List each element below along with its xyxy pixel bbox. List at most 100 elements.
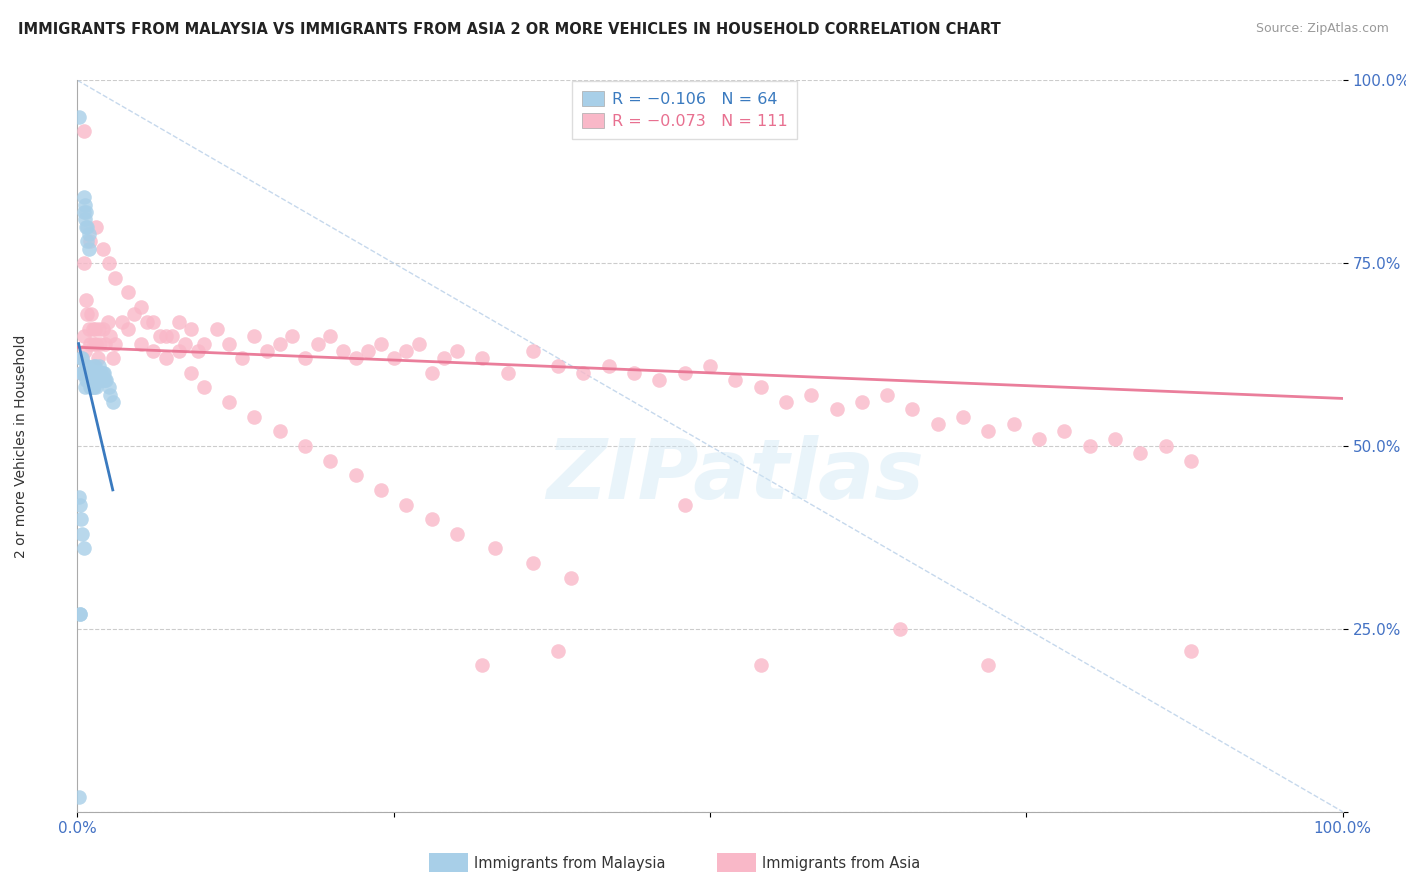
- Point: [319, 453, 342, 467]
- Point: [98, 329, 121, 343]
- Point: [420, 512, 443, 526]
- Point: [1129, 446, 1152, 460]
- Point: [86, 366, 108, 380]
- Point: [87, 366, 110, 380]
- Point: [218, 336, 240, 351]
- Point: [180, 322, 202, 336]
- Point: [117, 322, 139, 336]
- Point: [82, 380, 104, 394]
- Point: [79, 373, 101, 387]
- Point: [598, 359, 620, 373]
- Point: [79, 336, 101, 351]
- Point: [269, 336, 291, 351]
- Point: [104, 270, 127, 285]
- Point: [124, 307, 146, 321]
- Point: [484, 541, 506, 556]
- Point: [952, 409, 974, 424]
- Point: [73, 541, 96, 556]
- Point: [76, 234, 98, 248]
- Point: [73, 329, 96, 343]
- Point: [101, 395, 124, 409]
- Point: [186, 343, 209, 358]
- Point: [218, 395, 240, 409]
- Point: [1180, 644, 1202, 658]
- Point: [408, 336, 430, 351]
- Point: [80, 366, 103, 380]
- Point: [67, 490, 90, 504]
- Point: [86, 219, 108, 234]
- Point: [876, 388, 898, 402]
- Point: [1053, 425, 1076, 439]
- Point: [82, 322, 104, 336]
- Point: [155, 351, 177, 366]
- Point: [142, 343, 165, 358]
- Point: [101, 351, 124, 366]
- Point: [699, 359, 721, 373]
- Point: [70, 512, 93, 526]
- Point: [332, 343, 354, 358]
- Point: [446, 526, 468, 541]
- Point: [162, 329, 183, 343]
- Point: [344, 351, 367, 366]
- Point: [648, 373, 671, 387]
- Point: [775, 395, 797, 409]
- Point: [94, 336, 117, 351]
- Point: [1104, 432, 1126, 446]
- Point: [977, 425, 1000, 439]
- Point: [76, 359, 98, 373]
- Point: [94, 373, 117, 387]
- Point: [73, 212, 96, 227]
- Point: [307, 336, 329, 351]
- Point: [73, 190, 96, 204]
- Point: [433, 351, 456, 366]
- Point: [73, 197, 96, 211]
- Point: [98, 380, 120, 394]
- Point: [84, 366, 107, 380]
- Point: [82, 366, 104, 380]
- Point: [623, 366, 645, 380]
- Point: [155, 329, 177, 343]
- Point: [294, 351, 316, 366]
- Point: [75, 359, 97, 373]
- Point: [86, 373, 108, 387]
- Point: [84, 359, 107, 373]
- Point: [91, 322, 114, 336]
- Point: [673, 366, 696, 380]
- Text: 2 or more Vehicles in Household: 2 or more Vehicles in Household: [14, 334, 28, 558]
- Text: Source: ZipAtlas.com: Source: ZipAtlas.com: [1256, 22, 1389, 36]
- Point: [851, 395, 873, 409]
- Point: [83, 359, 105, 373]
- Point: [180, 366, 202, 380]
- Point: [69, 607, 91, 622]
- Point: [496, 366, 519, 380]
- Point: [395, 498, 418, 512]
- Point: [269, 425, 291, 439]
- Point: [87, 322, 110, 336]
- Point: [82, 373, 104, 387]
- Point: [395, 343, 418, 358]
- Point: [129, 336, 152, 351]
- Point: [724, 373, 747, 387]
- Point: [86, 380, 108, 394]
- Point: [1028, 432, 1050, 446]
- Point: [174, 336, 197, 351]
- Point: [142, 315, 165, 329]
- Point: [93, 366, 115, 380]
- Text: ZIPatlas: ZIPatlas: [547, 434, 924, 516]
- Point: [673, 498, 696, 512]
- Point: [76, 373, 98, 387]
- Point: [560, 571, 582, 585]
- Point: [117, 285, 139, 300]
- Point: [97, 315, 120, 329]
- Point: [98, 388, 121, 402]
- Point: [69, 607, 91, 622]
- Point: [281, 329, 304, 343]
- Point: [382, 351, 405, 366]
- Point: [86, 336, 108, 351]
- Point: [471, 351, 494, 366]
- Point: [193, 380, 215, 394]
- Point: [91, 366, 114, 380]
- Point: [231, 351, 253, 366]
- Point: [98, 256, 120, 270]
- Point: [79, 366, 101, 380]
